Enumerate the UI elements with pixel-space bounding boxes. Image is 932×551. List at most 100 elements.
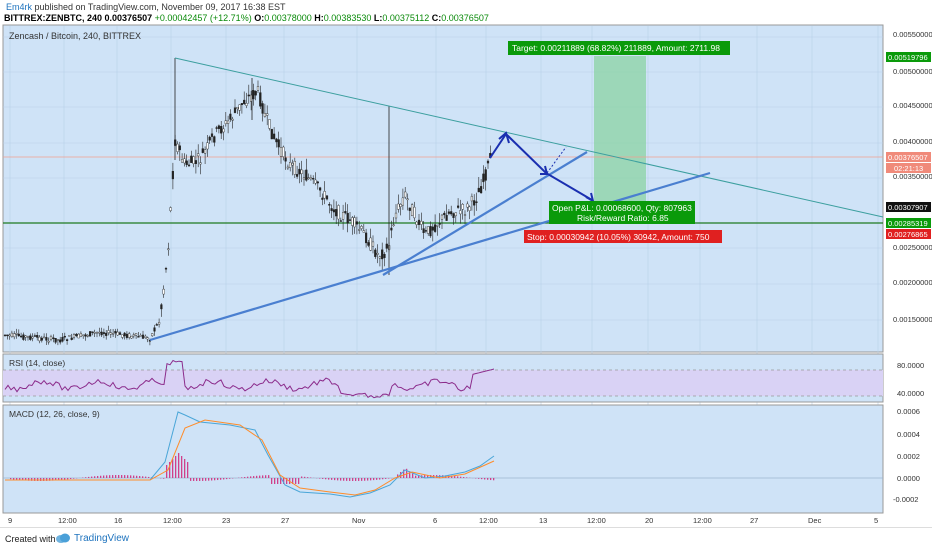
y-tick: 0.00150000 (893, 315, 932, 324)
macd-hist-bar (340, 478, 341, 481)
candle-body (223, 129, 225, 132)
macd-pane[interactable] (3, 405, 883, 513)
candle-body (246, 103, 248, 105)
rsi-y-tick: 80.0000 (897, 361, 924, 370)
x-tick: Dec (808, 516, 822, 525)
candle-body (455, 213, 457, 216)
candle-body (142, 335, 144, 339)
candle-body (9, 335, 11, 336)
candle-body (358, 229, 360, 230)
candle-body (225, 121, 227, 124)
macd-hist-bar (352, 478, 353, 481)
macd-hist-bar (133, 476, 134, 478)
candle-body (276, 139, 278, 142)
candle-body (190, 156, 192, 163)
x-tick: 12:00 (693, 516, 712, 525)
candle-body (397, 204, 399, 209)
candle-body (377, 253, 379, 254)
candle-body (365, 233, 367, 243)
macd-hist-bar (331, 478, 332, 480)
macd-hist-bar (304, 477, 305, 478)
macd-hist-bar (349, 478, 350, 481)
candle-body (59, 340, 61, 342)
candle-body (75, 334, 77, 336)
candle-body (391, 228, 393, 230)
macd-hist-bar (97, 476, 98, 478)
macd-hist-bar (262, 475, 263, 478)
candle-body (64, 336, 66, 337)
candle-body (131, 336, 133, 338)
candle-body (439, 223, 441, 224)
macd-hist-bar (367, 478, 368, 481)
candle-body (147, 338, 149, 339)
candle-body (393, 225, 395, 226)
macd-hist-bar (358, 478, 359, 481)
macd-hist-bar (268, 475, 269, 478)
candle-body (216, 128, 218, 129)
candle-body (476, 202, 478, 203)
candle-body (425, 230, 427, 231)
main-pane-title: Zencash / Bitcoin, 240, BITTREX (9, 31, 141, 41)
candle-body (4, 335, 6, 336)
macd-title: MACD (12, 26, close, 9) (9, 409, 100, 419)
x-tick: 27 (281, 516, 289, 525)
macd-hist-bar (307, 477, 308, 478)
candle-body (87, 335, 89, 336)
candle-body (294, 161, 296, 174)
candle-body (416, 222, 418, 225)
macd-hist-bar (334, 478, 335, 480)
chart-area[interactable]: Zencash / Bitcoin, 240, BITTREX Target: … (0, 0, 932, 527)
candle-body (163, 289, 165, 294)
candle-body (73, 335, 75, 338)
macd-hist-bar (259, 476, 260, 478)
candle-body (466, 204, 468, 207)
macd-hist-bar (229, 478, 230, 479)
time-x-axis[interactable]: 9 12:00 16 12:00 23 27 Nov 6 12:00 13 12… (8, 516, 878, 525)
macd-hist-bar (136, 476, 137, 478)
macd-hist-bar (109, 475, 110, 478)
candle-body (469, 207, 471, 211)
macd-hist-bar (250, 476, 251, 478)
macd-hist-bar (211, 478, 212, 480)
main-y-axis[interactable]: 0.00550000 0.00500000 0.00450000 0.00400… (893, 30, 932, 324)
candle-body (25, 336, 27, 337)
rsi-title: RSI (14, close) (9, 358, 65, 368)
candle-body (319, 188, 321, 191)
candle-body (89, 331, 91, 336)
macd-hist-bar (265, 475, 266, 478)
candle-body (370, 238, 372, 250)
candle-body (20, 336, 22, 337)
candle-body (384, 254, 386, 258)
candle-body (230, 114, 232, 119)
macd-hist-bar (256, 476, 257, 478)
macd-hist-bar (13, 478, 14, 479)
candle-body (443, 213, 445, 215)
macd-hist-bar (181, 456, 182, 478)
y-tick: 0.00350000 (893, 172, 932, 181)
macd-hist-bar (142, 476, 143, 478)
macd-hist-bar (454, 476, 455, 478)
candle-body (310, 177, 312, 179)
macd-hist-bar (43, 478, 44, 481)
macd-y-tick: -0.0002 (893, 495, 918, 504)
candle-body (151, 334, 153, 336)
candle-body (446, 215, 448, 220)
candle-body (27, 336, 29, 337)
main-pane[interactable] (3, 25, 883, 352)
macd-hist-bar (178, 453, 179, 478)
macd-hist-bar (94, 476, 95, 478)
macd-hist-bar (223, 478, 224, 479)
candle-body (483, 174, 485, 182)
candle-body (211, 134, 213, 137)
macd-y-tick: 0.0000 (897, 474, 920, 483)
macd-hist-bar (202, 478, 203, 481)
candle-body (262, 103, 264, 113)
candle-body (32, 337, 34, 338)
candle-body (105, 333, 107, 336)
candle-body (441, 215, 443, 219)
candle-body (335, 209, 337, 216)
y-tick: 0.00200000 (893, 278, 932, 287)
tradingview-link[interactable]: TradingView (74, 533, 129, 544)
macd-hist-bar (145, 477, 146, 478)
candle-body (331, 208, 333, 210)
